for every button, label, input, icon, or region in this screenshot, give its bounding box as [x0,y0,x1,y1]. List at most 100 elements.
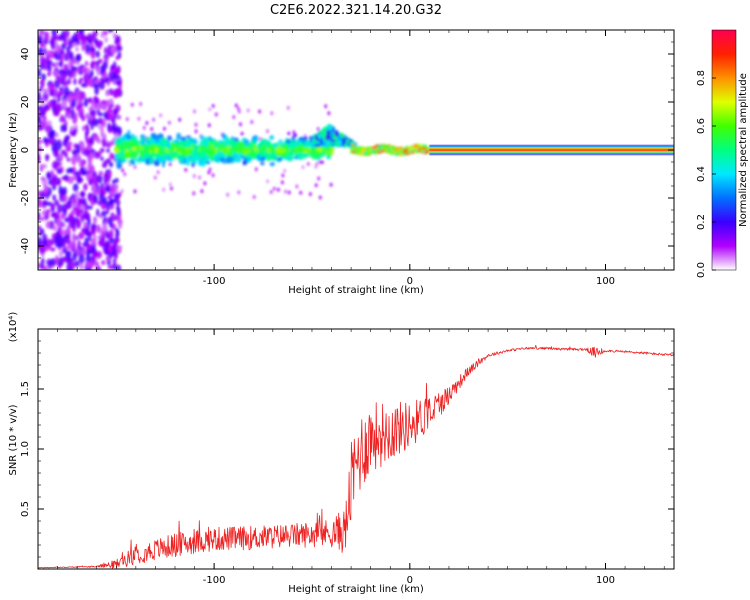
spectrogram-cell [180,154,186,158]
spectrogram-cell [232,151,238,156]
spectrogram-cell [366,147,371,150]
spectrogram-cell [156,144,161,149]
y-tick-label: 1.5 [20,381,31,397]
spectrogram-cell [77,197,82,204]
spectrogram-cell [166,135,173,142]
spectrogram-cell [41,107,47,116]
spectrogram-cell [243,143,249,148]
spectrogram-cell [162,187,166,192]
spectrogram-cell [40,43,47,48]
spectrogram-cell [46,171,52,180]
spectrogram-cell [76,248,81,254]
spectrogram-cell [42,115,47,122]
spectrogram-cell [92,83,99,88]
spectrogram-cell [327,140,331,145]
spectrogram-cell [79,191,85,198]
spectrogram-cell [162,151,169,155]
spectrogram-cell [54,52,61,61]
spectrogram-cell [38,115,42,125]
spectrogram-cell [54,199,60,207]
spectrogram-cell [169,147,174,153]
spectrogram-cell [234,103,238,108]
spectrogram-cell [97,112,104,117]
spectrogram-cell [242,149,248,156]
spectrogram-cell [116,264,122,270]
spectrogram-cell [60,212,66,220]
spectrogram-cell [211,104,215,108]
spectrogram-cell [101,141,108,148]
spectrogram-x-axis-label: Height of straight line (km) [288,285,424,296]
spectrogram-cell [116,114,120,119]
spectrogram-cell [115,205,120,212]
spectrogram-cell [328,126,334,131]
spectrogram-cell [182,136,187,142]
spectrogram-cell [192,191,196,196]
spectrogram-cell [217,143,222,148]
spectrogram-cell [96,208,100,217]
spectrogram-cell [109,98,114,104]
spectrogram-cell [365,153,370,157]
spectrogram-cell [88,115,93,120]
spectrogram-cell [170,155,176,160]
spectrogram-cell [85,255,91,263]
spectrogram-cell [143,147,150,155]
spectrogram-cell [123,140,129,146]
spectrogram-cell [226,138,231,144]
spectrogram-cell [407,147,412,151]
spectrogram-cell [58,250,64,257]
spectrogram-cell [66,225,71,236]
spectrogram-cell [67,39,74,49]
spectrogram-cell [391,145,396,149]
spectrogram-cell [349,146,354,150]
spectrogram-cell [121,168,125,173]
spectrogram-cell [59,114,64,123]
spectrogram-cell [177,148,184,152]
spectrogram-cell [78,232,85,240]
spectrogram-cell [108,161,114,168]
spectrogram-cell [77,209,84,214]
spectrogram-cell [71,240,77,251]
spectrogram-cell [90,152,95,160]
spectrogram-cell [76,218,81,226]
spectrogram-cell [46,124,51,133]
spectrogram-cell [62,186,67,196]
spectrogram-cell [45,50,52,56]
spectrogram-cell [286,105,290,110]
spectrogram-cell [111,179,116,185]
spectrogram-cell [68,51,73,60]
spectrogram-cell [237,190,241,195]
spectrogram-cell [46,201,53,207]
spectrogram-cell [82,66,87,74]
spectrogram-cell [75,190,80,201]
spectrogram-cell [287,142,294,149]
spectrogram-cell [228,148,233,154]
spectrogram-cell [96,103,102,109]
spectrogram-cell [65,145,72,152]
spectrogram-cell [193,138,198,145]
spectrogram-cell [103,160,108,166]
spectrogram-cell [316,147,323,152]
spectrogram-cell [213,140,219,146]
spectrogram-cell [406,150,411,154]
spectrogram-cell [101,210,107,217]
spectrogram-cell [287,190,291,195]
spectrogram-cell [389,152,394,155]
spectrogram-cell [66,168,71,174]
spectrogram-cell [67,214,74,223]
spectrogram-cell [327,111,331,116]
spectrogram-cell [108,245,112,254]
spectrogram-cell [112,71,117,78]
spectrogram-cell [79,92,85,99]
spectrogram-cell [44,265,49,270]
y-tick-label: -40 [20,238,31,254]
spectrogram-cell [198,175,202,180]
spectrogram-cell [259,140,265,147]
spectrogram-cell [398,147,403,151]
spectrogram-cell [239,122,242,127]
spectrogram-cell [87,158,93,167]
spectrogram-cell [117,221,123,230]
spectrogram-cell [325,129,330,135]
spectrogram-cell [41,209,46,216]
spectrogram-cell [109,221,113,229]
spectrogram-cell [91,113,96,119]
